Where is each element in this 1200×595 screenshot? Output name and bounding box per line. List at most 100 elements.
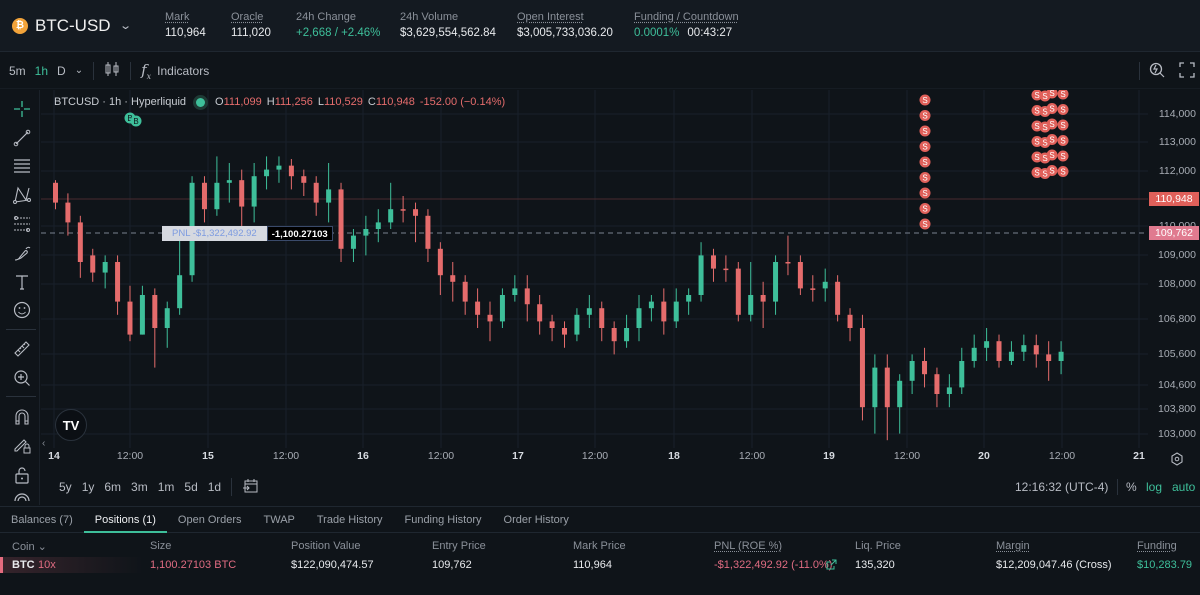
chart-settings-icon[interactable] xyxy=(1170,452,1184,471)
range-5d[interactable]: 5d xyxy=(184,480,198,494)
column-header[interactable]: Entry Price xyxy=(432,540,486,552)
svg-text:S: S xyxy=(1034,91,1039,100)
emoji-icon[interactable] xyxy=(11,299,33,321)
screenshot-icon[interactable] xyxy=(1148,61,1166,82)
range-3m[interactable]: 3m xyxy=(131,480,148,494)
svg-text:S: S xyxy=(1042,92,1047,101)
fib-retracement-icon[interactable] xyxy=(11,213,33,235)
market-status-icon xyxy=(196,97,206,107)
liq-price-cell: 135,320 xyxy=(855,559,895,571)
entry-price-cell: 109,762 xyxy=(432,559,472,571)
tab-balances-7[interactable]: Balances (7) xyxy=(11,514,73,526)
tab-order-history[interactable]: Order History xyxy=(503,514,569,526)
drawing-toolbar: ‹ xyxy=(0,90,45,505)
column-header[interactable]: PNL (ROE %) xyxy=(714,540,783,552)
tab-twap[interactable]: TWAP xyxy=(263,514,295,526)
pattern-icon[interactable] xyxy=(11,184,33,206)
column-header[interactable]: Size xyxy=(150,540,172,552)
position-line-label[interactable]: PNL -$1,322,492.92 -1,100.27103 xyxy=(162,226,333,241)
range-1m[interactable]: 1m xyxy=(157,480,175,494)
stat-24h-volume: 24h Volume $3,629,554,562.84 xyxy=(400,11,496,39)
position-value-cell: $122,090,474.57 xyxy=(291,559,374,571)
percent-toggle[interactable]: % xyxy=(1126,480,1137,494)
table-row[interactable]: BTC 10x 1,100.27103 BTC $122,090,474.57 … xyxy=(0,557,1200,575)
svg-text:B: B xyxy=(127,114,132,123)
crosshair-icon[interactable] xyxy=(11,98,33,120)
symbol-selector[interactable]: ₿ BTC-USD ⌄ xyxy=(12,16,162,36)
text-icon[interactable] xyxy=(11,271,33,293)
price-tick: 114,000 xyxy=(1158,108,1196,120)
price-tick: 106,800 xyxy=(1158,313,1196,325)
candle-type-icon[interactable] xyxy=(104,61,120,80)
svg-text:S: S xyxy=(1042,170,1047,179)
zoom-in-icon[interactable] xyxy=(11,367,33,389)
share-pnl-icon[interactable] xyxy=(826,559,837,573)
unlock-icon[interactable] xyxy=(11,464,33,486)
stat-oracle[interactable]: Oracle 111,020 xyxy=(231,11,271,39)
column-header[interactable]: Liq. Price xyxy=(855,540,901,552)
svg-text:S: S xyxy=(1049,151,1054,160)
tab-funding-history[interactable]: Funding History xyxy=(404,514,482,526)
price-tick: 113,000 xyxy=(1158,136,1196,148)
entry-price-tag: 109,762 xyxy=(1149,226,1199,240)
range-1d[interactable]: 1d xyxy=(207,480,222,494)
price-axis[interactable]: 114,000113,000112,000110,000109,000108,0… xyxy=(1148,90,1200,448)
symbol-name: BTC-USD xyxy=(35,15,111,35)
time-tick: 14 xyxy=(48,450,60,462)
timeframe-dropdown-icon[interactable]: ⌄ xyxy=(74,65,84,76)
divider xyxy=(130,61,132,80)
svg-text:S: S xyxy=(922,205,927,214)
stat-open-interest[interactable]: Open Interest $3,005,733,036.20 xyxy=(517,11,613,39)
stat-label: Mark xyxy=(165,11,190,23)
svg-text:S: S xyxy=(1049,136,1054,145)
coin-cell[interactable]: BTC xyxy=(12,559,35,571)
column-header[interactable]: Mark Price xyxy=(573,540,626,552)
timeframe-d[interactable]: D xyxy=(57,63,66,78)
tradingview-logo[interactable]: TV xyxy=(55,409,87,441)
divider xyxy=(6,329,36,330)
stat-mark[interactable]: Mark 110,964 xyxy=(165,11,206,39)
collapse-toolbar-icon[interactable]: ‹ xyxy=(42,438,46,449)
position-size: -1,100.27103 xyxy=(266,226,333,241)
visibility-icon[interactable] xyxy=(11,490,33,504)
svg-text:S: S xyxy=(1049,167,1054,176)
goto-date-icon[interactable] xyxy=(242,478,258,497)
tab-open-orders[interactable]: Open Orders xyxy=(177,514,242,526)
clock[interactable]: 12:16:32 (UTC-4) xyxy=(1015,480,1109,494)
column-header[interactable]: Funding xyxy=(1137,540,1177,552)
position-side-indicator xyxy=(0,557,3,573)
tab-positions-1[interactable]: Positions (1) xyxy=(83,507,168,533)
range-6m[interactable]: 6m xyxy=(104,480,122,494)
time-tick: 12:00 xyxy=(116,450,144,462)
time-tick: 12:00 xyxy=(427,450,455,462)
range-1y[interactable]: 1y xyxy=(81,480,95,494)
time-tick: 12:00 xyxy=(272,450,300,462)
time-axis[interactable]: 14 12:00 15 12:00 16 12:00 17 12:00 18 12:00 19 12:… xyxy=(41,450,1151,468)
column-header[interactable]: Coin ⌄ xyxy=(12,541,47,553)
stat-label: Open Interest xyxy=(517,11,584,23)
chart-legend: BTCUSD · 1h · Hyperliquid O111,099 H111,… xyxy=(54,96,510,108)
legend-low: L110,529 xyxy=(317,96,363,108)
lock-drawings-icon[interactable] xyxy=(11,434,33,456)
magnet-icon[interactable] xyxy=(11,406,33,428)
ruler-icon[interactable] xyxy=(11,338,33,360)
auto-toggle[interactable]: auto xyxy=(1172,480,1196,494)
trend-line-icon[interactable] xyxy=(11,127,33,149)
stat-funding-countdown[interactable]: Funding / Countdown 0.0001% 00:43:27 xyxy=(634,11,739,39)
log-toggle[interactable]: log xyxy=(1146,480,1163,494)
indicators-button[interactable]: Indicators xyxy=(157,63,210,78)
margin-cell: $12,209,047.46 (Cross) xyxy=(996,559,1112,571)
brush-icon[interactable] xyxy=(11,242,33,264)
svg-text:S: S xyxy=(922,143,927,152)
timeframe-1h[interactable]: 1h xyxy=(34,63,49,78)
tab-trade-history[interactable]: Trade History xyxy=(316,514,383,526)
range-5y[interactable]: 5y xyxy=(59,480,72,494)
column-header[interactable]: Margin xyxy=(996,540,1030,552)
column-header[interactable]: Position Value xyxy=(291,540,361,552)
horizontal-lines-icon[interactable] xyxy=(11,155,33,177)
timeframe-5m[interactable]: 5m xyxy=(9,63,26,78)
fullscreen-icon[interactable] xyxy=(1179,62,1195,81)
svg-text:S: S xyxy=(1034,138,1039,147)
function-icon[interactable]: fx xyxy=(141,60,152,81)
